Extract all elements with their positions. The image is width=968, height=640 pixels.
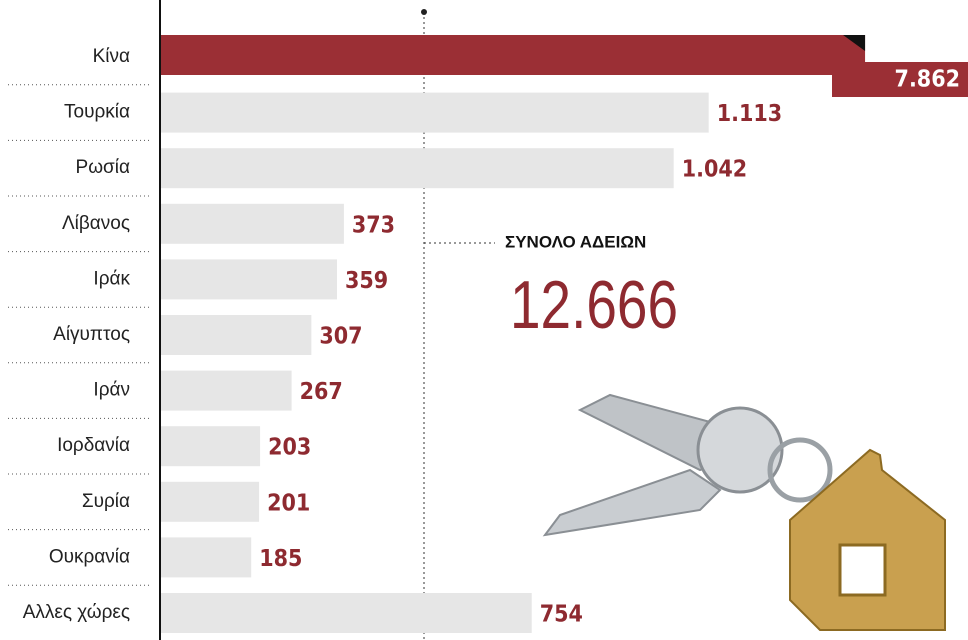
- bar: [160, 315, 312, 355]
- value-label: 201: [267, 490, 310, 516]
- bar: [160, 370, 292, 411]
- value-label: 1.042: [682, 157, 747, 183]
- category-label: Ιορδανία: [57, 435, 130, 456]
- category-label: Συρία: [82, 491, 130, 512]
- category-label: Τουρκία: [64, 102, 130, 123]
- value-label: 7.862: [895, 67, 960, 93]
- value-label-box: [832, 62, 968, 97]
- guide-dot: [421, 9, 427, 15]
- bar: [160, 92, 709, 133]
- category-label: Ιράν: [93, 380, 130, 401]
- category-label: Ιράκ: [93, 268, 130, 289]
- category-label: Κίνα: [93, 46, 130, 67]
- value-label: 267: [300, 379, 343, 405]
- value-label: 203: [268, 435, 311, 461]
- value-label: 185: [259, 546, 302, 572]
- category-label: Λίβανος: [62, 213, 130, 234]
- category-label: Ουκρανία: [49, 546, 130, 567]
- value-label: 359: [345, 268, 388, 294]
- bar: [160, 35, 866, 75]
- value-label: 373: [352, 212, 395, 238]
- category-label: Αλλες χώρες: [23, 602, 130, 623]
- bar: [160, 481, 260, 522]
- value-label: 754: [540, 602, 583, 628]
- total-title: ΣΥΝΟΛΟ ΑΔΕΙΩΝ: [505, 232, 646, 251]
- bar: [160, 203, 344, 244]
- bar: [160, 259, 337, 300]
- bar: [160, 148, 674, 189]
- category-label: Ρωσία: [76, 157, 130, 178]
- bar: [160, 537, 252, 578]
- key-illustration: [542, 393, 946, 631]
- value-label: 307: [319, 324, 362, 350]
- value-label: 1.113: [717, 101, 782, 127]
- category-label: Αίγυπτος: [53, 324, 130, 345]
- bar-fold: [843, 35, 866, 51]
- bar: [160, 593, 532, 633]
- total-text: 12.666: [510, 267, 678, 343]
- bar: [160, 426, 261, 467]
